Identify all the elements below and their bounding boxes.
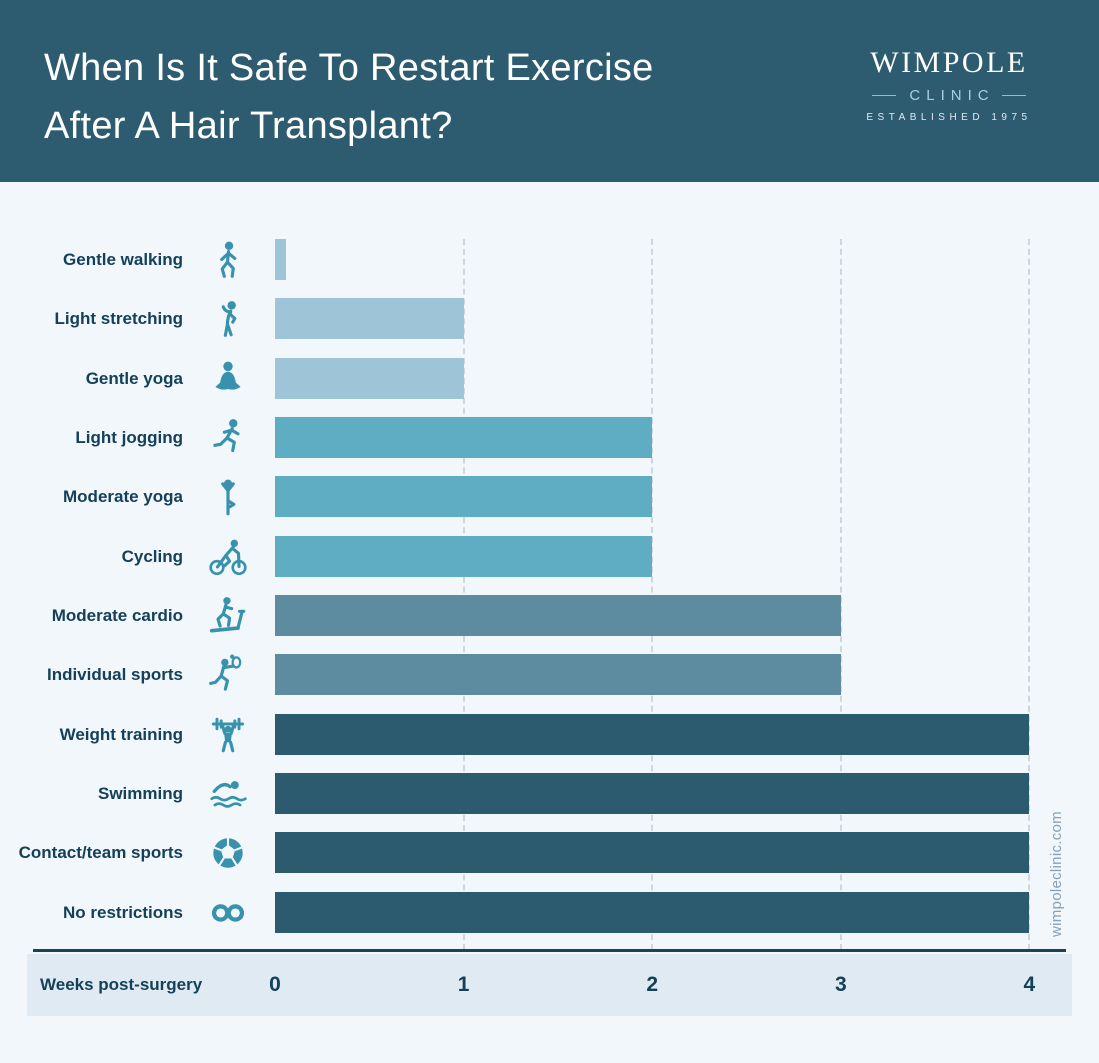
treadmill-runner-icon	[197, 594, 259, 637]
category-label: Cycling	[121, 547, 183, 566]
bar	[275, 476, 652, 517]
chart-row: Cycling	[0, 536, 1099, 577]
category-label: Moderate yoga	[63, 487, 183, 506]
logo-established: ESTABLISHED 1975	[866, 112, 1032, 123]
bar	[275, 832, 1029, 873]
x-tick-label: 1	[457, 973, 470, 996]
gridline	[462, 239, 465, 950]
chart-row: No restrictions	[0, 892, 1099, 933]
category-label: Individual sports	[46, 665, 183, 684]
chart-row: Moderate yoga	[0, 476, 1099, 517]
tree-pose-icon	[197, 475, 259, 518]
page-title: When Is It Safe To Restart Exercise Afte…	[44, 39, 654, 155]
bar	[275, 595, 841, 636]
soccer-ball-icon	[197, 831, 259, 874]
category-label: Weight training	[59, 725, 183, 744]
category-label: Moderate cardio	[51, 606, 183, 625]
x-tick-label: 3	[834, 973, 847, 996]
header: When Is It Safe To Restart Exercise Afte…	[0, 0, 1099, 182]
stretching-person-icon	[197, 297, 259, 340]
x-tick-label: 0	[269, 973, 281, 996]
chart-row: Swimming	[0, 773, 1099, 814]
walking-person-icon	[197, 238, 259, 281]
gridline	[1028, 239, 1031, 950]
category-label: No restrictions	[63, 903, 183, 922]
cyclist-icon	[197, 535, 259, 578]
wimpole-clinic-logo: WIMPOLE CLINIC ESTABLISHED 1975	[853, 46, 1045, 123]
title-line-2: After A Hair Transplant?	[44, 105, 453, 147]
weightlifter-icon	[197, 713, 259, 756]
chart-row: Individual sports	[0, 654, 1099, 695]
x-tick-label: 2	[646, 973, 659, 996]
chart-row: Contact/team sports	[0, 832, 1099, 873]
racket-runner-icon	[197, 653, 259, 696]
logo-dash-left-icon	[872, 94, 897, 97]
category-label: Gentle walking	[63, 250, 183, 269]
jogging-person-icon	[197, 416, 259, 459]
category-label: Gentle yoga	[85, 369, 183, 388]
chart-row: Light jogging	[0, 417, 1099, 458]
x-axis-title: Weeks post-surgery	[40, 975, 203, 994]
bar	[275, 714, 1029, 755]
watermark-url: wimpoleclinic.com	[1048, 811, 1065, 937]
chart-row: Gentle walking	[0, 239, 1099, 280]
logo-sub-brand: CLINIC	[909, 87, 995, 104]
bar	[275, 239, 286, 280]
chart-row: Light stretching	[0, 298, 1099, 339]
logo-brand: WIMPOLE	[870, 46, 1028, 79]
category-label: Swimming	[97, 784, 183, 803]
bar	[275, 417, 652, 458]
gridline	[651, 239, 654, 950]
category-label: Light jogging	[75, 428, 183, 447]
bar	[275, 892, 1029, 933]
bar	[275, 773, 1029, 814]
x-tick-label: 4	[1023, 973, 1036, 996]
title-line-1: When Is It Safe To Restart Exercise	[44, 47, 654, 89]
x-axis-line	[33, 949, 1066, 952]
lotus-pose-icon	[197, 357, 259, 400]
category-label: Contact/team sports	[18, 843, 183, 862]
category-label: Light stretching	[54, 309, 183, 328]
chart-row: Weight training	[0, 714, 1099, 755]
chart-row: Gentle yoga	[0, 358, 1099, 399]
gridline	[839, 239, 842, 950]
chart-row: Moderate cardio	[0, 595, 1099, 636]
infinity-icon	[197, 891, 259, 934]
logo-clinic-row: CLINIC	[853, 87, 1045, 104]
bar	[275, 654, 841, 695]
swimmer-icon	[197, 772, 259, 815]
bar	[275, 298, 464, 339]
logo-dash-right-icon	[1001, 94, 1026, 97]
x-axis-band: Weeks post-surgery 0 1 2 3 4	[27, 954, 1072, 1016]
bar	[275, 536, 652, 577]
bar	[275, 358, 464, 399]
